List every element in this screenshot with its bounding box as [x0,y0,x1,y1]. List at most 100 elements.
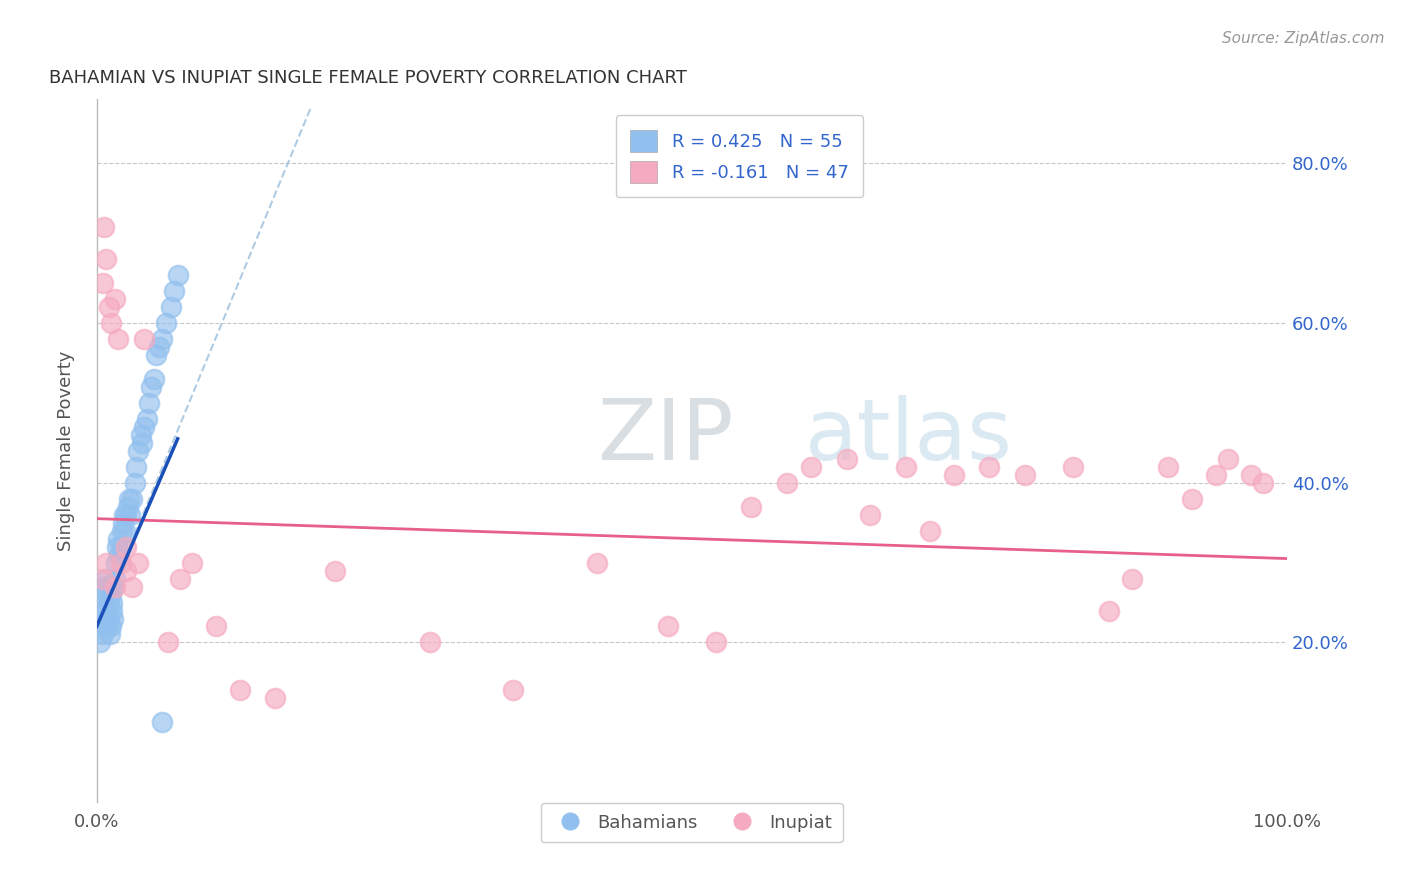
Point [93,619,115,633]
Point [135,411,157,425]
Y-axis label: Single Female Poverty: Single Female Poverty [58,351,75,551]
Point [134,332,156,346]
Point [127,443,149,458]
Point [131,435,153,450]
Point [228,683,250,698]
Point [157,635,180,649]
Point [103,292,125,306]
Point [894,459,917,474]
Point [124,475,146,490]
Point [105,540,128,554]
Point [159,300,181,314]
Point [127,556,149,570]
Point [103,611,125,625]
Point [104,556,127,570]
Point [97,595,120,609]
Point [204,619,226,633]
Point [97,611,120,625]
Point [1157,459,1180,474]
Point [835,451,858,466]
Point [96,603,118,617]
Point [96,619,118,633]
Point [107,332,129,346]
Point [121,580,143,594]
Point [114,524,136,538]
Point [502,683,524,698]
Point [91,627,114,641]
Point [101,603,124,617]
Point [110,556,132,570]
Point [91,572,114,586]
Point [118,508,141,522]
Point [585,556,607,570]
Point [145,348,167,362]
Point [776,475,799,490]
Point [98,627,121,641]
Point [1097,603,1119,617]
Point [740,500,762,514]
Point [138,396,160,410]
Point [100,619,122,633]
Point [96,556,118,570]
Point [91,603,114,617]
Point [181,556,204,570]
Point [141,380,163,394]
Point [264,691,287,706]
Point [89,635,111,649]
Point [91,276,114,290]
Point [117,500,139,514]
Point [150,332,173,346]
Point [108,548,131,562]
Point [94,580,117,594]
Point [103,580,125,594]
Point [112,508,135,522]
Point [859,508,882,522]
Point [918,524,941,538]
Text: Source: ZipAtlas.com: Source: ZipAtlas.com [1222,31,1385,46]
Point [942,467,965,482]
Legend: Bahamians, Inupiat: Bahamians, Inupiat [541,803,844,842]
Point [1251,475,1274,490]
Point [115,540,138,554]
Point [111,524,134,538]
Point [704,635,727,649]
Point [125,459,148,474]
Point [110,540,132,554]
Point [100,316,122,330]
Point [1121,572,1143,586]
Point [93,588,115,602]
Point [121,491,143,506]
Point [107,532,129,546]
Text: atlas: atlas [806,395,1012,478]
Point [115,508,138,522]
Point [1181,491,1204,506]
Point [150,715,173,730]
Point [1014,467,1036,482]
Point [94,611,117,625]
Point [1205,467,1227,482]
Point [166,268,188,282]
Point [96,252,118,266]
Point [97,300,120,314]
Point [323,564,346,578]
Text: BAHAMIAN VS INUPIAT SINGLE FEMALE POVERTY CORRELATION CHART: BAHAMIAN VS INUPIAT SINGLE FEMALE POVERT… [49,69,688,87]
Point [419,635,441,649]
Point [118,491,141,506]
Point [1216,451,1239,466]
Text: ZIP: ZIP [596,395,733,478]
Point [115,564,138,578]
Point [100,588,122,602]
Point [657,619,679,633]
Point [142,372,165,386]
Point [101,595,124,609]
Point [103,572,125,586]
Point [98,580,121,594]
Point [93,220,115,235]
Point [90,619,112,633]
Point [979,459,1001,474]
Point [134,419,156,434]
Point [129,427,152,442]
Point [155,316,177,330]
Point [148,340,170,354]
Point [163,284,186,298]
